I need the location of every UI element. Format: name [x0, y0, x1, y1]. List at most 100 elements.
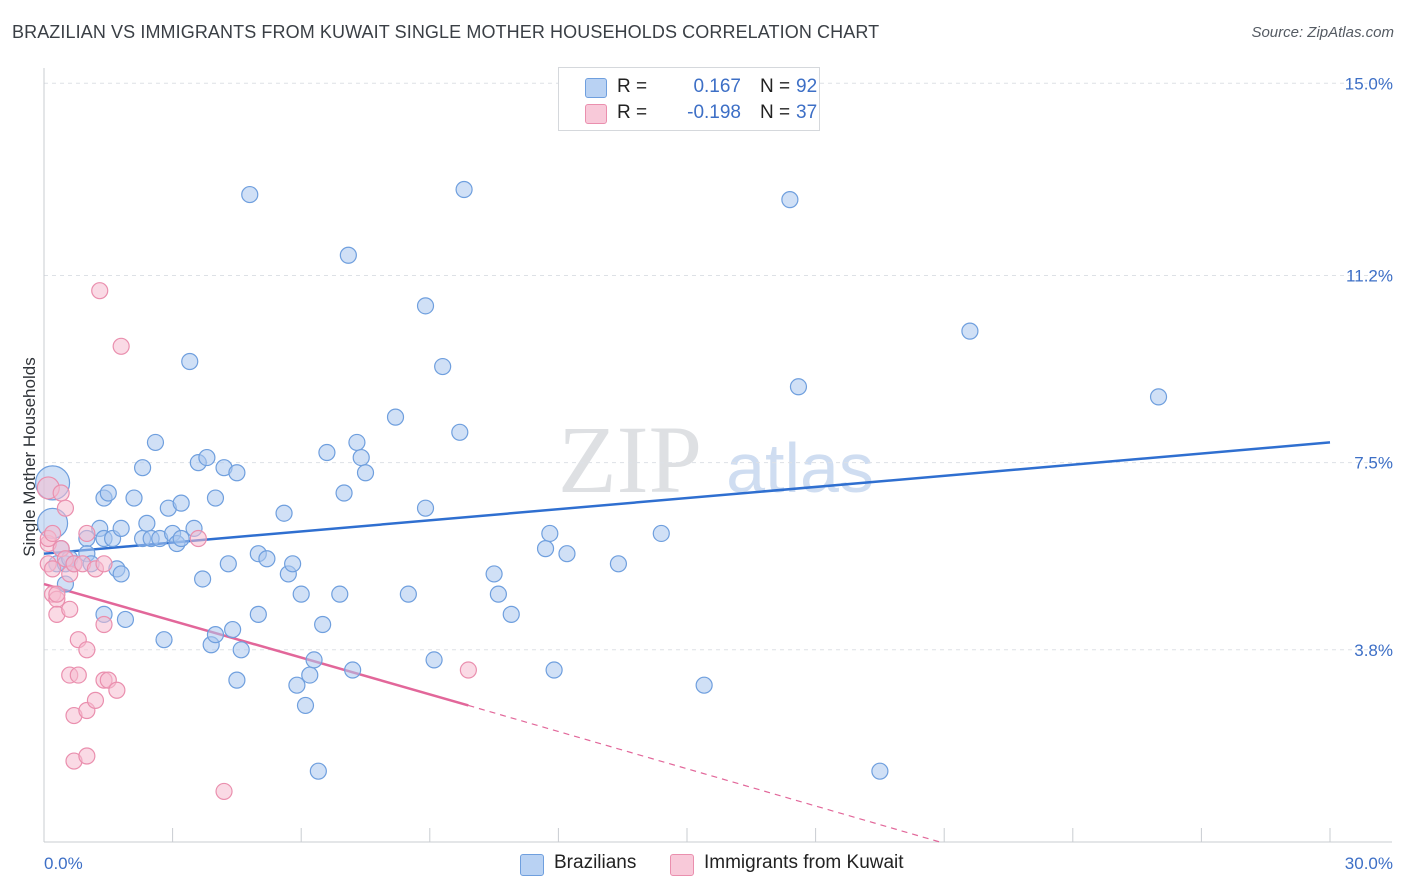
x-tick-label: 0.0% [44, 854, 83, 873]
brazilian-point [695, 676, 713, 694]
kuwait-trend-extension [468, 704, 941, 843]
kuwait-trend-line [43, 582, 469, 707]
brazilian-point [275, 504, 293, 522]
brazilian-point [288, 676, 306, 694]
brazilian-point [425, 651, 443, 669]
brazilian-point [416, 499, 435, 517]
legend-n-label: N = [760, 102, 791, 123]
kuwait-point [95, 555, 113, 573]
y-tick-label: 15.0% [1345, 74, 1393, 93]
legend-n-value: 37 [796, 102, 818, 123]
brazilian-point [116, 610, 135, 629]
kuwait-point [69, 666, 87, 684]
brazilian-point [206, 626, 225, 644]
kuwait-point [52, 484, 70, 502]
brazilian-point [309, 762, 327, 780]
brazilian-point [545, 661, 563, 679]
brazilians-trend-line [43, 441, 1331, 555]
brazilian-point [489, 585, 507, 603]
brazilian-point [258, 550, 276, 568]
data-points [34, 180, 1168, 801]
source-credit: Source: ZipAtlas.com [1251, 24, 1394, 41]
legend-swatch-blue [585, 78, 607, 98]
kuwait-point [112, 337, 130, 355]
kuwait-point [215, 782, 233, 801]
x-tick-label: 30.0% [1345, 854, 1393, 873]
brazilian-point [781, 191, 799, 209]
kuwait-point [48, 585, 66, 603]
brazilian-point [172, 494, 190, 512]
bottom-legend-label: Immigrants from Kuwait [704, 852, 904, 873]
brazilian-point [314, 615, 332, 634]
brazilian-point [219, 555, 237, 573]
kuwait-point [189, 529, 207, 548]
brazilian-point [224, 620, 242, 639]
kuwait-point [56, 499, 75, 517]
brazilian-point [181, 352, 199, 371]
brazilian-point [172, 529, 190, 548]
brazilian-point [284, 555, 302, 573]
brazilian-point [961, 322, 979, 340]
brazilian-point [112, 565, 130, 583]
brazilian-point [789, 378, 808, 396]
brazilian-point [318, 443, 336, 462]
chart-title: BRAZILIAN VS IMMIGRANTS FROM KUWAIT SING… [12, 22, 880, 42]
y-tick-label: 3.8% [1354, 641, 1393, 660]
brazilian-point [502, 605, 520, 623]
brazilian-point [455, 180, 473, 199]
brazilian-point [155, 631, 173, 649]
brazilian-point [331, 585, 349, 603]
watermark-zip: ZIP [558, 406, 702, 513]
brazilian-point [352, 448, 370, 467]
kuwait-point [108, 681, 126, 699]
brazilian-point [206, 489, 225, 507]
axes [43, 68, 1392, 843]
legend-r-value: -0.198 [687, 102, 741, 123]
kuwait-point [78, 641, 96, 659]
kuwait-point [78, 524, 96, 543]
legend-n-value: 92 [796, 76, 818, 97]
brazilian-point [335, 484, 353, 502]
brazilian-point [399, 585, 417, 603]
grid-lines [44, 82, 1392, 651]
kuwait-point [86, 691, 105, 709]
brazilian-point [871, 762, 889, 780]
brazilian-point [339, 246, 357, 264]
brazilian-point [541, 524, 559, 543]
correlation-legend: R = 0.167 N = 92 R = -0.198 N = 37 [558, 67, 820, 131]
brazilian-point [125, 489, 143, 507]
brazilian-point [194, 570, 212, 588]
kuwait-point [43, 560, 62, 578]
brazilian-point [138, 514, 156, 532]
brazilian-point [249, 605, 267, 623]
brazilian-point [558, 545, 576, 563]
tick-labels: 3.8% 7.5% 11.2% 15.0% 0.0% 30.0% [44, 74, 1393, 873]
brazilian-point [292, 585, 310, 603]
brazilian-point [386, 408, 405, 426]
brazilian-point [296, 696, 315, 715]
kuwait-point [91, 282, 109, 300]
brazilian-point [99, 484, 117, 502]
trend-lines [43, 441, 1331, 843]
bottom-legend-label: Brazilians [554, 852, 637, 873]
brazilian-point [305, 651, 323, 669]
kuwait-point [61, 600, 79, 618]
legend-r-value: 0.167 [693, 76, 741, 97]
legend-n-label: N = [760, 76, 791, 97]
brazilian-point [348, 433, 366, 452]
brazilian-point [112, 519, 130, 538]
y-tick-label: 7.5% [1354, 454, 1393, 473]
y-tick-label: 11.2% [1346, 266, 1393, 285]
legend-r-label: R = [617, 76, 648, 97]
brazilian-point [652, 524, 670, 543]
brazilian-point [133, 459, 152, 477]
kuwait-point [95, 615, 113, 634]
brazilian-point [344, 661, 362, 679]
brazilian-point [356, 464, 375, 482]
brazilian-point [232, 641, 250, 659]
brazilian-point [198, 448, 216, 467]
brazilian-point [301, 666, 319, 684]
kuwait-point [43, 524, 62, 543]
brazilian-point [228, 464, 246, 482]
